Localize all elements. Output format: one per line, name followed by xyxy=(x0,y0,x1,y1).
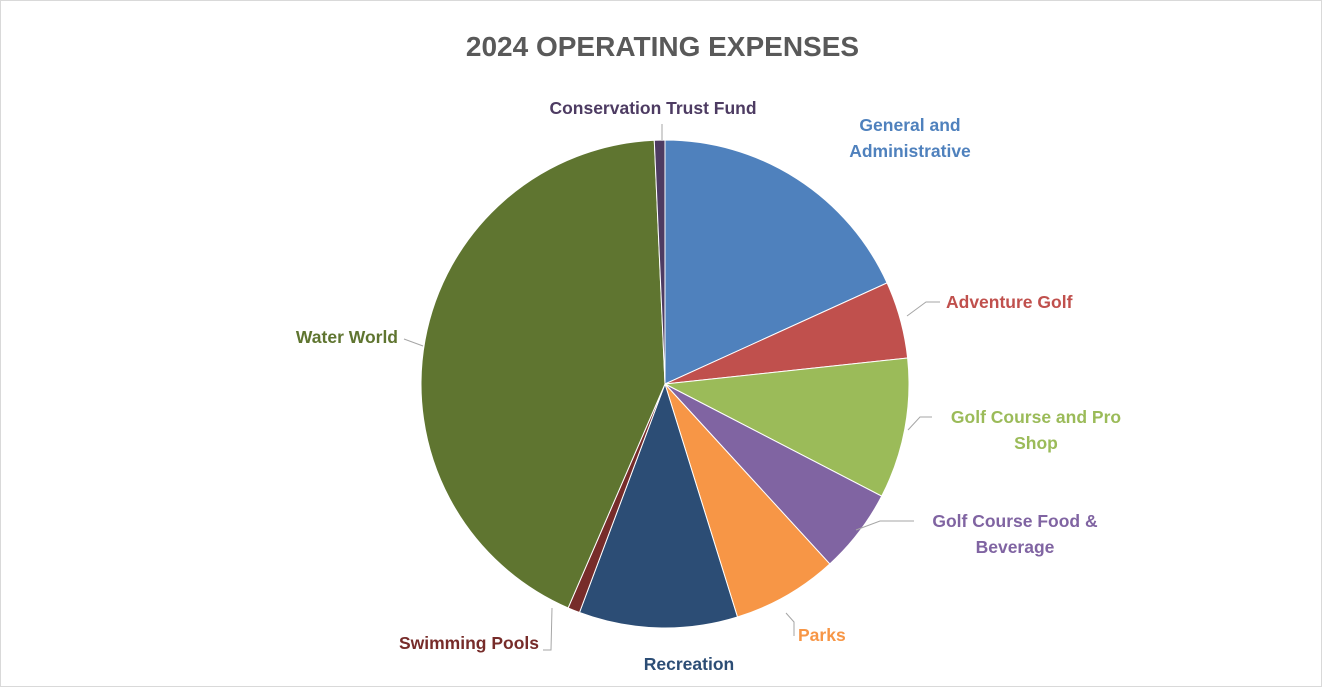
pie-slice-water-world xyxy=(420,139,666,609)
leader-line-water-world xyxy=(403,338,424,347)
slice-label-golf-course-food-beverage: Golf Course Food & Beverage xyxy=(932,511,1098,557)
slice-label-general-and-administrative: General and Administrative xyxy=(849,115,971,161)
slice-label-water-world: Water World xyxy=(296,327,398,347)
leader-line-golf-course-and-pro-shop xyxy=(907,416,932,431)
slice-label-conservation-trust-fund: Conservation Trust Fund xyxy=(549,98,756,118)
chart-title: 2024 OPERATING EXPENSES xyxy=(465,31,860,62)
slice-label-recreation: Recreation xyxy=(644,654,734,674)
leader-line-golf-course-food-beverage xyxy=(855,520,914,531)
slice-label-adventure-golf: Adventure Golf xyxy=(946,292,1073,312)
pie-slice-recreation xyxy=(578,382,739,629)
leader-line-adventure-golf xyxy=(906,301,940,317)
pie-slice-conservation-trust-fund xyxy=(653,139,666,385)
leader-line-swimming-pools xyxy=(543,607,553,651)
slice-label-parks: Parks xyxy=(798,625,846,645)
pie-slice-parks xyxy=(664,383,831,618)
pie-slice-general-and-administrative xyxy=(664,139,888,385)
leader-line-parks xyxy=(785,612,795,636)
slice-label-golf-course-and-pro-shop: Golf Course and Pro Shop xyxy=(951,407,1121,453)
pie-slice-golf-course-and-pro-shop xyxy=(663,357,910,497)
slice-label-swimming-pools: Swimming Pools xyxy=(399,633,539,653)
